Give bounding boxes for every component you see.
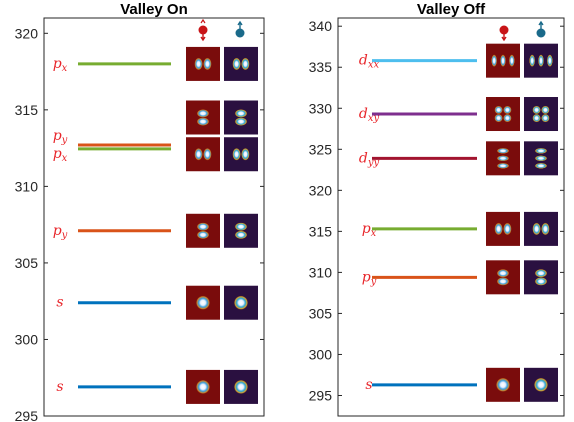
orbital-thumbnail-up: [186, 369, 220, 404]
levels: [78, 62, 171, 389]
y-tick-label: 315: [309, 223, 333, 239]
axes-box: [337, 17, 565, 417]
orbital-thumbnail-down: [224, 213, 258, 248]
y-tick-label: 310: [309, 264, 333, 280]
spin-down-icon: [235, 20, 245, 38]
level-label: dxy: [359, 106, 380, 124]
level-label: s: [56, 295, 63, 311]
orbital-thumbnail-down: [224, 369, 258, 404]
orbital-thumbnail-down: [524, 211, 558, 246]
y-tick-label: 330: [309, 100, 333, 116]
orbital-thumbnail-down: [224, 137, 258, 172]
y-tick-label: 305: [15, 255, 39, 271]
panel-valley-off: Valley Off 295 300 305 310 315 320 325 330 335 34…: [309, 1, 565, 417]
chart-title: Valley Off: [417, 1, 486, 18]
orbital-thumbnail-up: [486, 43, 520, 78]
level-labels: dxx dxy dyy px py s: [359, 53, 380, 393]
orbital-thumbnail-up: [186, 285, 220, 320]
y-tick-label: 310: [15, 178, 39, 194]
orbital-thumbnail-down: [224, 46, 258, 81]
y-axis: 295 300 305 310 315 320: [15, 25, 264, 422]
level-label: py: [362, 269, 377, 287]
orbital-thumbnail-up: [486, 260, 520, 295]
y-tick-label: 320: [15, 25, 39, 41]
y-tick-label: 300: [15, 331, 39, 347]
orbital-thumbnail-down: [224, 285, 258, 320]
y-tick-label: 315: [15, 102, 39, 118]
y-tick-label: 295: [309, 387, 333, 403]
level-label: dyy: [359, 150, 380, 168]
y-tick-label: 340: [309, 18, 333, 34]
orbital-thumbnail-up: [186, 100, 220, 135]
y-tick-label: 325: [309, 141, 333, 157]
orbital-thumbnail-up: [186, 137, 220, 172]
y-tick-label: 305: [309, 305, 333, 321]
level-label: py: [53, 128, 68, 146]
levels: [372, 59, 477, 387]
y-axis: 295 300 305 310 315 320 325 330 335 340: [309, 18, 564, 403]
axes-box: [43, 17, 265, 417]
spin-down-icon: [536, 20, 546, 38]
orbital-thumbnails: [486, 43, 558, 402]
y-tick-label: 295: [15, 408, 39, 422]
spin-up-icon: [198, 18, 208, 42]
level-label: px: [362, 221, 377, 239]
orbital-thumbnails: [186, 46, 258, 404]
orbital-thumbnail-up: [486, 367, 520, 402]
chart-title: Valley On: [120, 1, 188, 18]
orbital-thumbnail-down: [524, 43, 558, 78]
orbital-thumbnail-up: [486, 141, 520, 176]
spin-up-icon: [499, 25, 509, 42]
orbital-thumbnail-down: [524, 141, 558, 176]
orbital-thumbnail-up: [186, 213, 220, 248]
orbital-thumbnail-up: [486, 97, 520, 132]
orbital-thumbnail-down: [524, 97, 558, 132]
y-tick-label: 335: [309, 59, 333, 75]
orbital-thumbnail-up: [186, 46, 220, 81]
level-label: s: [56, 379, 63, 395]
y-tick-label: 300: [309, 346, 333, 362]
y-tick-label: 320: [309, 182, 333, 198]
level-label: px: [53, 56, 68, 74]
orbital-thumbnail-up: [486, 211, 520, 246]
level-label: dxx: [359, 53, 380, 71]
level-label: s: [365, 377, 372, 393]
orbital-thumbnail-down: [224, 100, 258, 135]
level-label: px: [53, 146, 68, 164]
level-label: py: [53, 223, 68, 241]
orbital-thumbnail-down: [524, 260, 558, 295]
orbital-thumbnail-down: [524, 367, 558, 402]
